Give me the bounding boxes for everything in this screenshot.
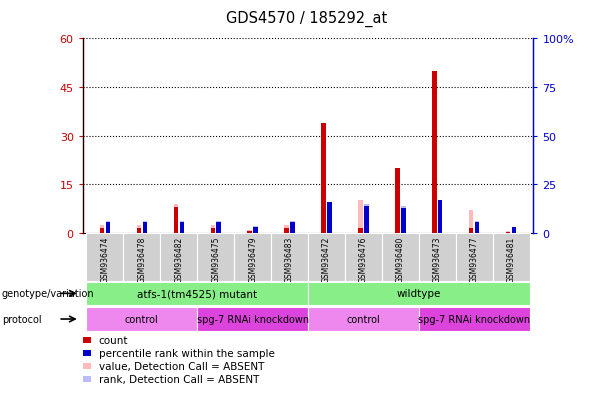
Bar bbox=[105, 223, 110, 233]
Text: spg-7 RNAi knockdown: spg-7 RNAi knockdown bbox=[418, 314, 530, 324]
Bar bbox=[86, 282, 308, 305]
Bar bbox=[419, 308, 530, 331]
Bar bbox=[321, 123, 326, 233]
Bar bbox=[86, 233, 123, 281]
Bar bbox=[327, 202, 332, 233]
Bar bbox=[197, 233, 234, 281]
Text: GSM936475: GSM936475 bbox=[211, 236, 220, 282]
Text: GSM936480: GSM936480 bbox=[396, 236, 405, 282]
Text: spg-7 RNAi knockdown: spg-7 RNAi knockdown bbox=[197, 314, 309, 324]
Bar bbox=[419, 233, 455, 281]
Text: count: count bbox=[99, 335, 128, 345]
Text: wildtype: wildtype bbox=[397, 289, 441, 299]
Bar bbox=[308, 233, 345, 281]
Bar bbox=[180, 222, 184, 233]
Bar bbox=[291, 222, 295, 233]
Bar bbox=[173, 204, 178, 233]
Bar bbox=[180, 223, 184, 233]
Bar bbox=[395, 169, 400, 233]
Bar bbox=[253, 228, 258, 233]
Text: genotype/variation: genotype/variation bbox=[2, 289, 94, 299]
Bar bbox=[234, 233, 271, 281]
Text: control: control bbox=[346, 314, 380, 324]
Text: GSM936481: GSM936481 bbox=[507, 236, 516, 282]
Text: control: control bbox=[125, 314, 159, 324]
Text: GSM936476: GSM936476 bbox=[359, 236, 368, 282]
Text: GSM936482: GSM936482 bbox=[174, 236, 183, 282]
Bar bbox=[364, 206, 368, 233]
Bar bbox=[86, 308, 197, 331]
Text: protocol: protocol bbox=[2, 314, 42, 324]
Bar bbox=[210, 225, 215, 233]
Text: GSM936483: GSM936483 bbox=[285, 236, 294, 282]
Bar bbox=[123, 233, 161, 281]
Text: percentile rank within the sample: percentile rank within the sample bbox=[99, 348, 275, 358]
Bar bbox=[438, 200, 443, 233]
Text: atfs-1(tm4525) mutant: atfs-1(tm4525) mutant bbox=[137, 289, 257, 299]
Bar bbox=[308, 282, 530, 305]
Bar bbox=[382, 233, 419, 281]
Bar bbox=[137, 228, 141, 233]
Bar bbox=[401, 206, 406, 233]
Text: rank, Detection Call = ABSENT: rank, Detection Call = ABSENT bbox=[99, 374, 259, 384]
Bar bbox=[395, 169, 400, 233]
Bar bbox=[358, 201, 363, 233]
Bar bbox=[284, 225, 289, 233]
Bar bbox=[100, 228, 104, 233]
Bar bbox=[512, 228, 516, 233]
Bar bbox=[475, 222, 479, 233]
Bar bbox=[432, 71, 436, 233]
Bar bbox=[401, 208, 406, 233]
Bar bbox=[438, 200, 443, 233]
Bar bbox=[364, 204, 368, 233]
Bar bbox=[137, 225, 141, 233]
Bar bbox=[506, 232, 511, 233]
Text: GSM936474: GSM936474 bbox=[101, 236, 109, 282]
Bar bbox=[143, 223, 147, 233]
Bar bbox=[173, 207, 178, 233]
Bar bbox=[197, 308, 308, 331]
Text: GSM936477: GSM936477 bbox=[470, 236, 479, 282]
Bar bbox=[291, 223, 295, 233]
Bar bbox=[100, 225, 104, 233]
Bar bbox=[432, 71, 436, 233]
Bar bbox=[253, 227, 258, 233]
Bar bbox=[161, 233, 197, 281]
Bar bbox=[321, 123, 326, 233]
Bar bbox=[284, 228, 289, 233]
Bar bbox=[469, 211, 473, 233]
Bar bbox=[143, 222, 147, 233]
Bar bbox=[210, 228, 215, 233]
Bar bbox=[358, 228, 363, 233]
Text: GSM936479: GSM936479 bbox=[248, 236, 257, 282]
Bar bbox=[216, 222, 221, 233]
Text: GSM936472: GSM936472 bbox=[322, 236, 331, 282]
Text: GSM936473: GSM936473 bbox=[433, 236, 442, 282]
Bar bbox=[455, 233, 493, 281]
Bar bbox=[327, 202, 332, 233]
Bar bbox=[345, 233, 382, 281]
Bar bbox=[493, 233, 530, 281]
Bar bbox=[475, 223, 479, 233]
Bar bbox=[308, 308, 419, 331]
Text: GSM936478: GSM936478 bbox=[137, 236, 147, 282]
Bar bbox=[469, 228, 473, 233]
Text: value, Detection Call = ABSENT: value, Detection Call = ABSENT bbox=[99, 361, 264, 371]
Bar bbox=[248, 232, 252, 233]
Bar bbox=[105, 222, 110, 233]
Bar bbox=[271, 233, 308, 281]
Bar bbox=[248, 230, 252, 233]
Bar bbox=[512, 228, 516, 233]
Text: GDS4570 / 185292_at: GDS4570 / 185292_at bbox=[226, 10, 387, 26]
Bar bbox=[216, 223, 221, 233]
